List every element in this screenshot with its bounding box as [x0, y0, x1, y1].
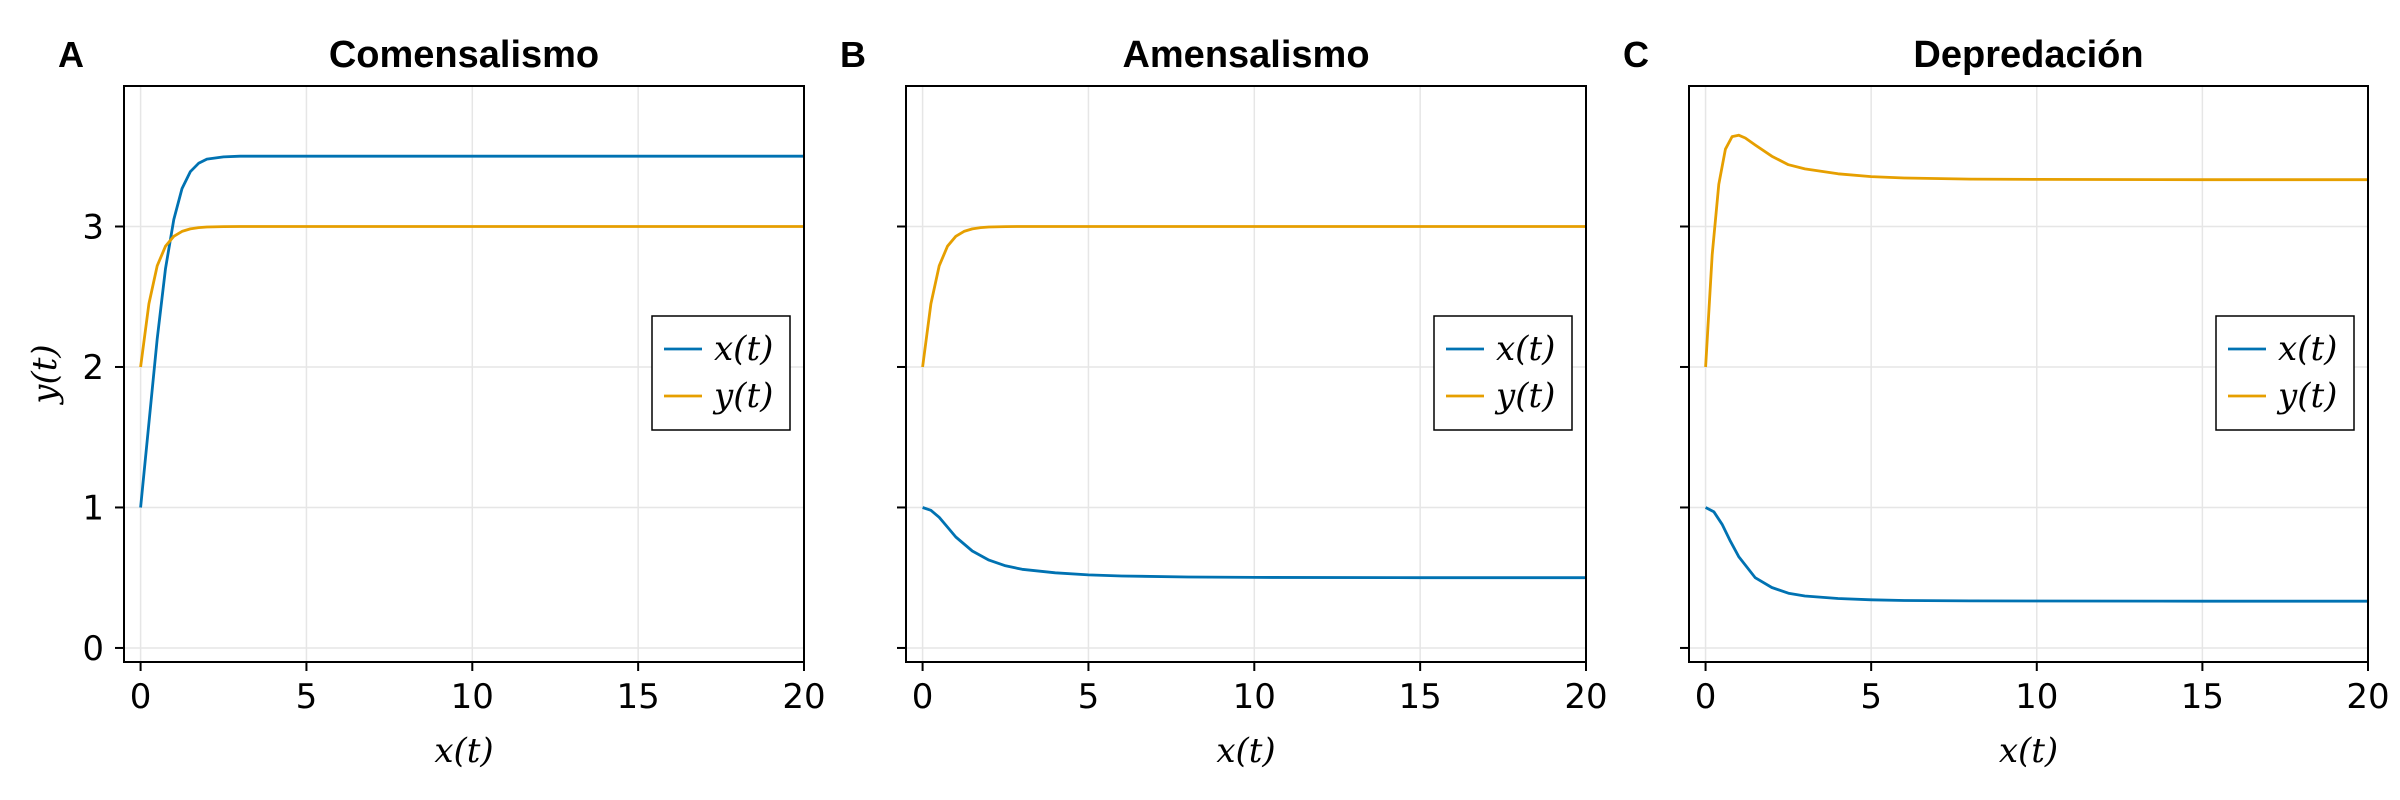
x-tick-label: 10 — [1233, 677, 1276, 717]
x-tick-label: 5 — [1860, 677, 1882, 717]
x-axis-label: x(t) — [434, 731, 493, 771]
panel-letter: C — [1623, 34, 1649, 75]
legend: x(t) y(t) — [1433, 315, 1573, 431]
series-line-x — [922, 506, 1586, 580]
y-tick-label: 3 — [82, 207, 104, 247]
plot-frame — [123, 85, 805, 663]
x-tick-label: 15 — [2181, 677, 2224, 717]
legend-box — [651, 315, 791, 431]
panel-a: 0 5 10 15 20 0 1 2 3 Comensalismo Ax(t) y(t) x(t) y(t… — [25, 34, 826, 771]
legend: x(t) y(t) — [651, 315, 791, 431]
legend-label-x: x(t) — [714, 329, 773, 369]
x-tick-label: 0 — [912, 677, 934, 717]
y-axis-label: y(t) — [25, 344, 65, 405]
panel-letter: B — [840, 34, 866, 75]
panel-letter: A — [58, 34, 84, 75]
legend-box — [1433, 315, 1573, 431]
x-tick-label: 15 — [617, 677, 660, 717]
legend-label-y: y(t) — [712, 376, 773, 416]
x-tick-label: 0 — [1695, 677, 1717, 717]
panel-title: Depredación — [1913, 34, 2143, 76]
y-tick-label: 2 — [82, 348, 104, 388]
series-line-x — [1704, 506, 2368, 603]
legend: x(t) y(t) — [2215, 315, 2355, 431]
x-tick-label: 0 — [130, 677, 152, 717]
series-line-y — [139, 225, 804, 368]
x-tick-label: 20 — [2346, 677, 2389, 717]
legend-label-y: y(t) — [2276, 376, 2337, 416]
panel-title: Amensalismo — [1122, 34, 1369, 76]
series-line-y — [921, 225, 1586, 368]
x-tick-label: 20 — [782, 677, 825, 717]
y-tick-label: 1 — [82, 488, 104, 528]
x-axis-label: x(t) — [1999, 731, 2058, 771]
plot-frame — [905, 85, 1587, 663]
legend-label-x: x(t) — [1496, 329, 1555, 369]
series-line-y — [1704, 133, 2368, 368]
x-tick-label: 10 — [2015, 677, 2058, 717]
panel-b: 0 5 10 15 20 Amensalismo Bx(t) x(t) y(t) — [840, 34, 1608, 771]
panel-title: Comensalismo — [329, 34, 599, 76]
legend-label-y: y(t) — [1494, 376, 1555, 416]
x-tick-label: 5 — [1078, 677, 1100, 717]
panel-c: 0 5 10 15 20 Depredación Cx(t) x(t) y(t) — [1623, 34, 2390, 771]
legend-box — [2215, 315, 2355, 431]
x-tick-label: 20 — [1564, 677, 1607, 717]
x-tick-label: 15 — [1399, 677, 1442, 717]
y-tick-label: 0 — [82, 629, 104, 669]
x-tick-label: 10 — [451, 677, 494, 717]
plot-frame — [1688, 85, 2369, 663]
x-axis-label: x(t) — [1216, 731, 1275, 771]
legend-label-x: x(t) — [2278, 329, 2337, 369]
series-line-x — [139, 154, 804, 508]
x-tick-label: 5 — [296, 677, 318, 717]
